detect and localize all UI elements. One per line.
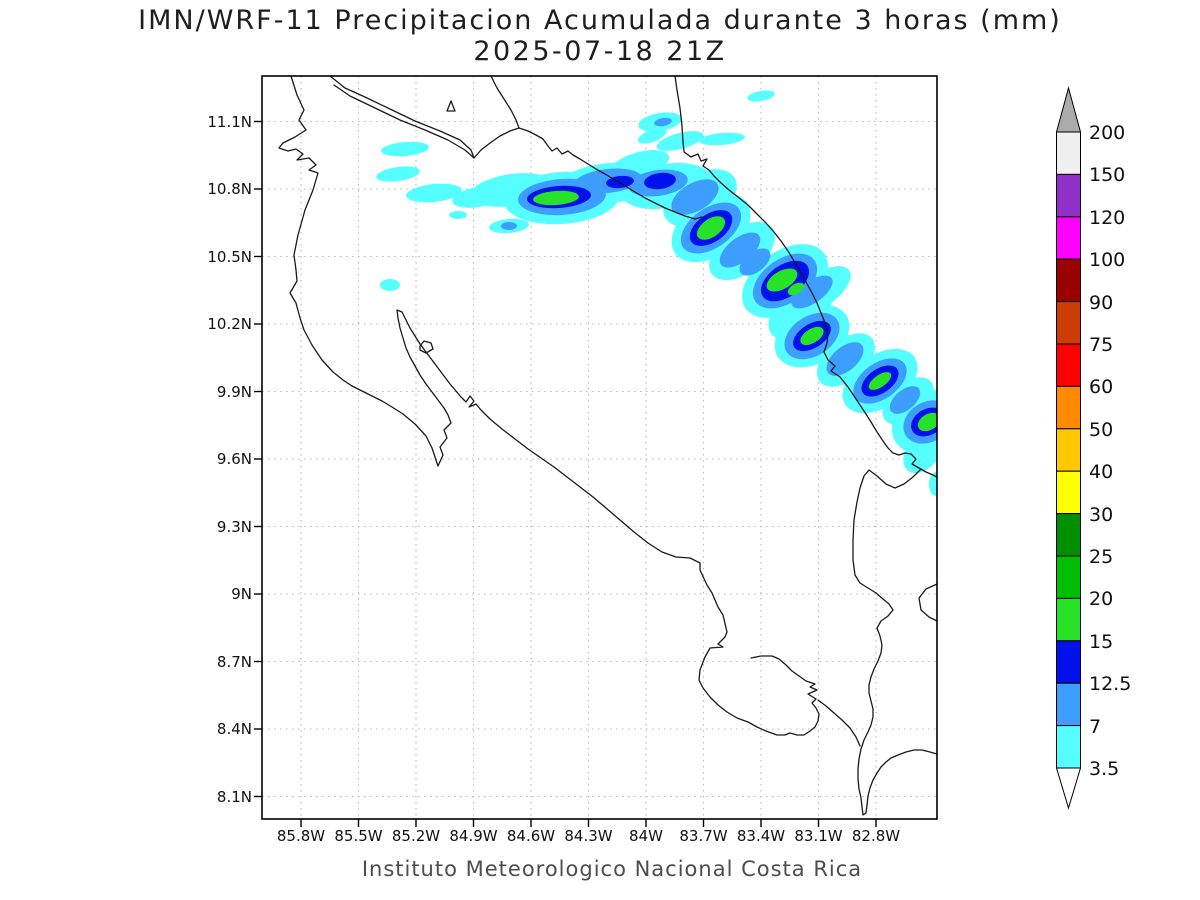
colorbar-tick-label: 90 <box>1089 291 1114 314</box>
lon-tick-label: 84.3W <box>564 827 613 845</box>
lon-tick-label: 83.7W <box>679 827 728 845</box>
lat-tick-label: 9N <box>231 585 252 603</box>
colorbar-tick-label: 75 <box>1089 334 1114 356</box>
lat-tick-label: 10.2N <box>207 315 252 333</box>
colorbar-tick-label: 30 <box>1089 503 1114 526</box>
lat-tick-label: 11.1N <box>207 112 252 131</box>
precipitation-colorbar <box>1055 86 1082 810</box>
colorbar-tick-label: 100 <box>1089 249 1126 272</box>
colorbar-tick-label: 7 <box>1089 715 1102 738</box>
lon-tick-label: 82.8W <box>851 827 901 845</box>
lat-tick-label: 10.5N <box>207 247 252 266</box>
lon-tick-label: 85.5W <box>334 827 383 845</box>
coastline-borders <box>278 76 937 816</box>
lon-tick-label: 83.1W <box>794 827 843 845</box>
colorbar-tick-label: 25 <box>1089 546 1114 568</box>
lon-tick-label: 83.4W <box>736 827 786 845</box>
lat-tick-label: 10.8N <box>207 180 252 198</box>
axis-tick-marks <box>254 120 877 827</box>
map-frame <box>261 75 938 820</box>
colorbar-tick-label: 200 <box>1089 122 1126 144</box>
lat-tick-label: 9.3N <box>216 517 252 536</box>
lon-tick-label: 84.9W <box>449 827 498 845</box>
lat-tick-label: 8.1N <box>216 787 252 806</box>
colorbar-tick-label: 3.5 <box>1089 758 1120 780</box>
precipitation-shading <box>376 90 937 496</box>
page-title: IMN/WRF-11 Precipitacion Acumulada duran… <box>138 5 1062 36</box>
colorbar-tick-label: 15 <box>1089 630 1114 653</box>
lon-tick-label: 85.8W <box>276 827 326 845</box>
lat-tick-label: 9.6N <box>216 450 252 468</box>
lat-tick-label: 8.4N <box>216 720 252 738</box>
page-subtitle-datetime: 2025-07-18 21Z <box>473 36 727 67</box>
colorbar-tick-label: 120 <box>1089 206 1126 229</box>
colorbar-tick-label: 12.5 <box>1089 673 1132 696</box>
lat-tick-label: 9.9N <box>216 382 252 401</box>
colorbar-tick-label: 150 <box>1089 164 1126 187</box>
colorbar-tick-label: 40 <box>1089 461 1114 484</box>
colorbar-tick-label: 20 <box>1089 588 1114 611</box>
colorbar-tick-label: 50 <box>1089 418 1114 441</box>
lat-tick-label: 8.7N <box>216 652 252 671</box>
lon-tick-label: 84W <box>629 827 663 845</box>
lon-tick-label: 85.2W <box>391 827 441 845</box>
lon-tick-label: 84.6W <box>506 827 556 845</box>
colorbar-tick-label: 60 <box>1089 376 1114 399</box>
footer-institution-label: Instituto Meteorologico Nacional Costa R… <box>361 857 863 881</box>
